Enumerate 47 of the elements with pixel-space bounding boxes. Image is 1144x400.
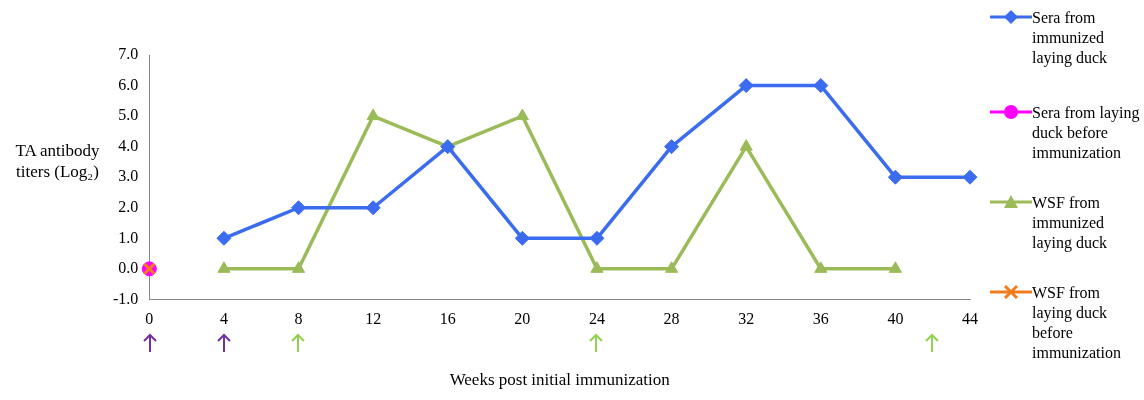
y-tick-label: 0.0	[118, 259, 139, 277]
x-tick-label: 0	[145, 310, 154, 328]
y-tick-label: 4.0	[118, 136, 139, 154]
point	[664, 139, 680, 155]
x-tick-label: 28	[663, 310, 680, 328]
x-tick-label: 44	[962, 310, 978, 328]
point	[515, 108, 529, 121]
point	[440, 139, 456, 155]
x-tick-label: 8	[294, 310, 303, 328]
point	[738, 78, 754, 94]
x-tick-label: 16	[439, 310, 456, 328]
legend-label: Sera from immunized laying duck	[1032, 8, 1109, 68]
x-tick-label: 40	[887, 310, 904, 328]
point	[589, 230, 605, 246]
point	[291, 261, 306, 273]
y-tick-label: 1.0	[118, 228, 139, 246]
point	[590, 261, 604, 273]
point	[887, 169, 903, 185]
x-tick-label: 4	[219, 310, 228, 328]
point	[739, 139, 753, 151]
point	[216, 230, 232, 246]
point	[665, 261, 679, 273]
point	[813, 78, 829, 94]
point	[217, 261, 231, 273]
y-tick-label: 7.0	[118, 45, 139, 63]
x-tick-label: 36	[812, 310, 829, 328]
y-axis-title: TA antibody titers (Log₂)	[14, 140, 101, 182]
x-axis-title: Weeks post initial immunization	[449, 370, 671, 390]
legend-label: WSF from immunized laying duck	[1032, 193, 1109, 253]
x-tick-label: 12	[365, 310, 382, 328]
legend-label: WSF from laying duck before immunization	[1032, 283, 1122, 363]
y-tick-label: -1.0	[113, 289, 139, 307]
y-tick-label: 3.0	[118, 167, 139, 185]
y-tick-label: 5.0	[118, 106, 139, 124]
point	[814, 261, 828, 273]
y-tick-label: 6.0	[118, 75, 139, 93]
point	[365, 200, 381, 216]
point	[366, 108, 380, 121]
x-tick-label: 20	[514, 310, 531, 328]
point	[962, 169, 978, 185]
x-tick-label: 24	[588, 310, 605, 328]
point	[888, 261, 902, 273]
point	[291, 200, 307, 216]
y-tick-label: 2.0	[118, 197, 139, 215]
x-tick-label: 32	[738, 310, 755, 328]
point	[514, 230, 530, 246]
legend-label: Sera from laying duck before immunization	[1032, 103, 1141, 163]
